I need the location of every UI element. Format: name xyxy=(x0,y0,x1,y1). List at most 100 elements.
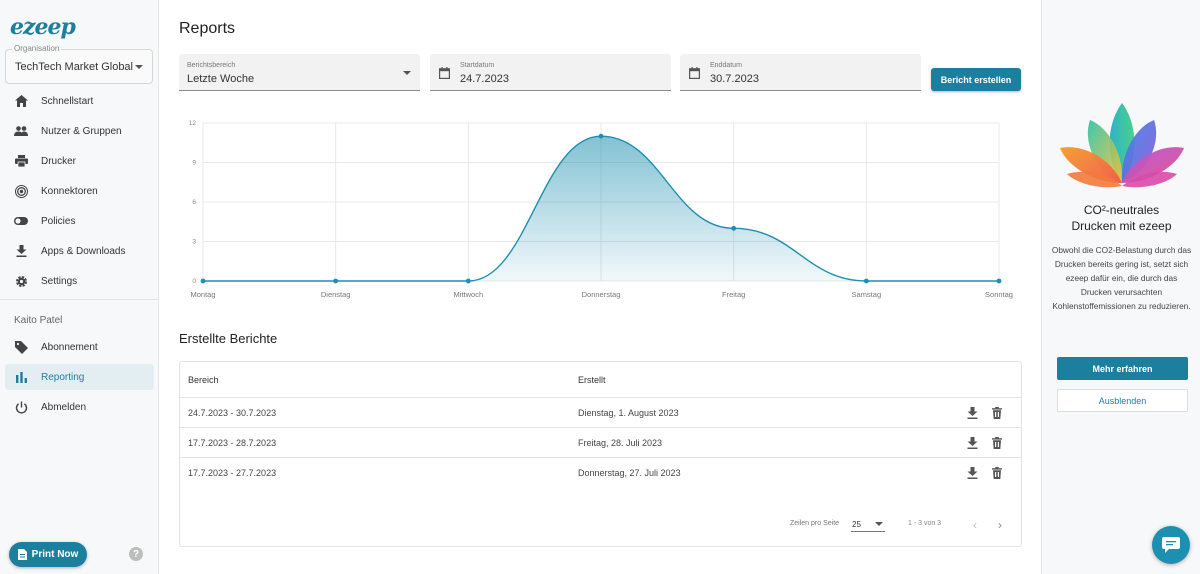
learn-more-button[interactable]: Mehr erfahren xyxy=(1057,357,1188,380)
previous-page-button[interactable]: ‹ xyxy=(973,518,977,532)
chevron-down-icon xyxy=(135,65,143,69)
data-point xyxy=(996,278,1002,284)
row-range: 17.7.2023 - 28.7.2023 xyxy=(188,438,277,448)
start-date-label: Startdatum xyxy=(460,62,495,69)
chat-icon xyxy=(1162,537,1180,553)
end-date-label: Enddatum xyxy=(710,62,742,69)
pagination-range: 1 - 3 von 3 xyxy=(908,520,942,527)
x-tick-label: Mittwoch xyxy=(454,290,484,299)
chart-area xyxy=(203,136,999,281)
report-range-value: Letzte Woche xyxy=(187,73,255,85)
sidebar-item-konnektoren[interactable]: Konnektoren xyxy=(5,178,154,204)
x-tick-label: Freitag xyxy=(722,290,745,299)
ezeep-logo[interactable]: ezeep xyxy=(10,14,76,40)
data-point xyxy=(598,133,604,139)
next-page-button[interactable]: › xyxy=(998,518,1002,532)
column-header-bereich: Bereich xyxy=(188,375,219,385)
end-date-field[interactable]: Enddatum 30.7.2023 xyxy=(680,54,921,91)
chevron-down-icon xyxy=(403,71,411,75)
sidebar-item-label: Abmelden xyxy=(41,401,87,413)
data-point xyxy=(731,225,737,231)
organisation-select[interactable]: Organisation TechTech Market Global xyxy=(5,44,153,84)
sidebar-item-label: Apps & Downloads xyxy=(41,245,126,257)
download-icon[interactable] xyxy=(967,407,978,419)
calendar-icon xyxy=(689,67,700,79)
print-now-label: Print Now xyxy=(31,549,79,560)
promo-title-line: Drucken mit ezeep xyxy=(1071,219,1172,233)
row-range: 17.7.2023 - 27.7.2023 xyxy=(188,468,277,478)
user-name: Kaito Patel xyxy=(14,315,63,326)
section-title: Erstellte Berichte xyxy=(179,331,278,346)
rows-per-page-label: Zeilen pro Seite xyxy=(790,520,840,527)
sidebar-divider xyxy=(0,299,159,300)
hide-button[interactable]: Ausblenden xyxy=(1057,389,1188,412)
sidebar-item-label: Drucker xyxy=(41,155,77,167)
report-range-label: Berichtsbereich xyxy=(187,62,236,69)
table-row: 17.7.2023 - 27.7.2023 Donnerstag, 27. Ju… xyxy=(180,457,1021,487)
create-report-button[interactable]: Bericht erstellen xyxy=(931,68,1021,91)
trash-icon[interactable] xyxy=(992,437,1002,449)
reports-table: Bereich Erstellt 24.7.2023 - 30.7.2023 D… xyxy=(179,361,1022,547)
chat-button[interactable] xyxy=(1152,526,1190,564)
trash-icon[interactable] xyxy=(992,407,1002,419)
chevron-down-icon xyxy=(875,522,883,526)
x-tick-label: Sonntag xyxy=(985,290,1013,299)
start-date-field[interactable]: Startdatum 24.7.2023 xyxy=(430,54,671,91)
sidebar-item-schnellstart[interactable]: Schnellstart xyxy=(5,88,154,114)
calendar-icon xyxy=(439,67,450,79)
usage-chart-svg: 0 3 6 9 12 Montag Dienstag Mittwoch Donnerstag Fr… xyxy=(189,120,1013,299)
gear-icon xyxy=(14,274,28,288)
end-date-value: 30.7.2023 xyxy=(710,73,759,85)
sidebar-item-settings[interactable]: Settings xyxy=(5,268,154,294)
report-range-select[interactable]: Berichtsbereich Letzte Woche xyxy=(179,54,420,91)
sidebar-item-reporting[interactable]: Reporting xyxy=(5,364,154,390)
tag-icon xyxy=(14,340,28,354)
download-icon[interactable] xyxy=(967,437,978,449)
start-date-value: 24.7.2023 xyxy=(460,73,509,85)
power-icon xyxy=(14,400,28,414)
organisation-label: Organisation xyxy=(12,44,62,53)
sidebar-item-abmelden[interactable]: Abmelden xyxy=(5,394,154,420)
y-tick-label: 6 xyxy=(192,199,196,206)
sidebar-item-policies[interactable]: Policies xyxy=(5,208,154,234)
promo-title: CO²-neutrales Drucken mit ezeep xyxy=(1042,202,1200,234)
sidebar-item-drucker[interactable]: Drucker xyxy=(5,148,154,174)
main-content: Reports Berichtsbereich Letzte Woche Sta… xyxy=(160,0,1040,574)
organisation-value: TechTech Market Global xyxy=(15,61,133,73)
connector-icon xyxy=(14,184,28,198)
promo-title-line: CO²-neutrales xyxy=(1083,203,1160,217)
y-tick-label: 12 xyxy=(189,120,197,127)
data-point xyxy=(200,278,206,284)
sidebar-item-label: Reporting xyxy=(41,371,85,383)
x-tick-label: Montag xyxy=(190,290,215,299)
printer-icon xyxy=(14,154,28,168)
y-tick-label: 9 xyxy=(192,160,196,167)
rows-per-page-select[interactable]: 25 xyxy=(851,517,885,532)
download-icon xyxy=(14,244,28,258)
rows-per-page-value: 25 xyxy=(852,520,861,529)
row-created: Dienstag, 1. August 2023 xyxy=(578,408,679,418)
sidebar-item-label: Konnektoren xyxy=(41,185,98,197)
sidebar-item-label: Abonnement xyxy=(41,341,98,353)
trash-icon[interactable] xyxy=(992,467,1002,479)
help-icon[interactable]: ? xyxy=(129,547,143,561)
sidebar-item-apps-downloads[interactable]: Apps & Downloads xyxy=(5,238,154,264)
data-point xyxy=(333,278,339,284)
download-icon[interactable] xyxy=(967,467,978,479)
sidebar-item-label: Settings xyxy=(41,275,78,287)
people-icon xyxy=(14,124,28,138)
data-point xyxy=(465,278,471,284)
sidebar-item-nutzer-gruppen[interactable]: Nutzer & Gruppen xyxy=(5,118,154,144)
sidebar: ezeep Organisation TechTech Market Globa… xyxy=(0,0,159,574)
row-range: 24.7.2023 - 30.7.2023 xyxy=(188,408,277,418)
page-title: Reports xyxy=(179,20,236,37)
print-now-button[interactable]: Print Now xyxy=(9,542,87,567)
table-row: 24.7.2023 - 30.7.2023 Dienstag, 1. Augus… xyxy=(180,397,1021,427)
row-created: Freitag, 28. Juli 2023 xyxy=(578,438,663,448)
home-icon xyxy=(14,94,28,108)
sidebar-item-abonnement[interactable]: Abonnement xyxy=(5,334,154,360)
sidebar-item-label: Policies xyxy=(41,215,76,227)
data-point xyxy=(863,278,869,284)
usage-chart: 0 3 6 9 12 Montag Dienstag Mittwoch Donnerstag Fr… xyxy=(180,112,1020,307)
row-created: Donnerstag, 27. Juli 2023 xyxy=(578,468,681,478)
